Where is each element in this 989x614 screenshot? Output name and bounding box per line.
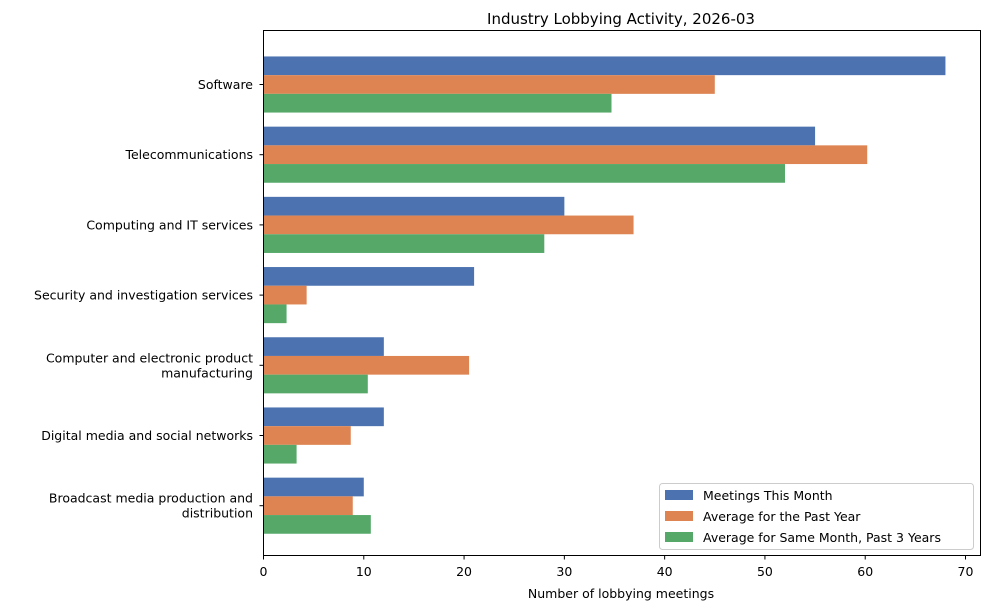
bar bbox=[263, 285, 307, 305]
y-tick-label: Software bbox=[198, 77, 253, 92]
legend-box bbox=[659, 483, 974, 550]
x-tick-label: 10 bbox=[356, 564, 372, 579]
bar bbox=[263, 477, 364, 497]
y-tick-label: Computing and IT services bbox=[86, 217, 253, 232]
legend-swatch bbox=[665, 490, 693, 500]
x-tick-label: 40 bbox=[657, 564, 673, 579]
y-tick-label: Computer and electronic product bbox=[46, 350, 253, 365]
legend-swatch bbox=[665, 532, 693, 542]
bar bbox=[263, 496, 353, 516]
bar bbox=[263, 126, 816, 146]
bar bbox=[263, 515, 371, 534]
bar bbox=[263, 304, 287, 324]
x-tick-label: 50 bbox=[757, 564, 773, 579]
x-tick-label: 70 bbox=[958, 564, 974, 579]
bar bbox=[263, 196, 565, 216]
bar bbox=[263, 267, 475, 286]
bar bbox=[263, 234, 545, 253]
y-tick-label: Broadcast media production and bbox=[49, 491, 253, 506]
bar bbox=[263, 164, 785, 183]
bar bbox=[263, 374, 368, 394]
bar bbox=[263, 215, 634, 235]
bar bbox=[263, 355, 470, 375]
legend-label: Meetings This Month bbox=[703, 488, 833, 503]
x-axis-label: Number of lobbying meetings bbox=[528, 586, 714, 601]
y-tick-label: manufacturing bbox=[161, 365, 253, 380]
legend-label: Average for the Past Year bbox=[703, 509, 861, 524]
bar bbox=[263, 145, 868, 165]
bar bbox=[263, 75, 715, 94]
legend-label: Average for Same Month, Past 3 Years bbox=[703, 530, 941, 545]
y-tick-label: Security and investigation services bbox=[34, 288, 253, 303]
x-tick-label: 20 bbox=[456, 564, 472, 579]
legend: Meetings This Month Average for the Past … bbox=[659, 483, 974, 550]
bar bbox=[263, 426, 351, 445]
plot-frame bbox=[263, 30, 981, 556]
x-tick-label: 0 bbox=[260, 564, 268, 579]
bar bbox=[263, 407, 384, 427]
x-tick-label: 60 bbox=[857, 564, 873, 579]
x-tick-label: 30 bbox=[556, 564, 572, 579]
y-tick-label: Digital media and social networks bbox=[41, 428, 253, 443]
legend-swatch bbox=[665, 511, 693, 521]
bar bbox=[263, 56, 946, 76]
chart-title: Industry Lobbying Activity, 2026-03 bbox=[487, 10, 755, 28]
y-tick-label: Telecommunications bbox=[124, 147, 253, 162]
bar bbox=[263, 337, 384, 356]
y-tick-label: distribution bbox=[182, 506, 253, 521]
bar bbox=[263, 93, 612, 113]
bar bbox=[263, 444, 297, 464]
